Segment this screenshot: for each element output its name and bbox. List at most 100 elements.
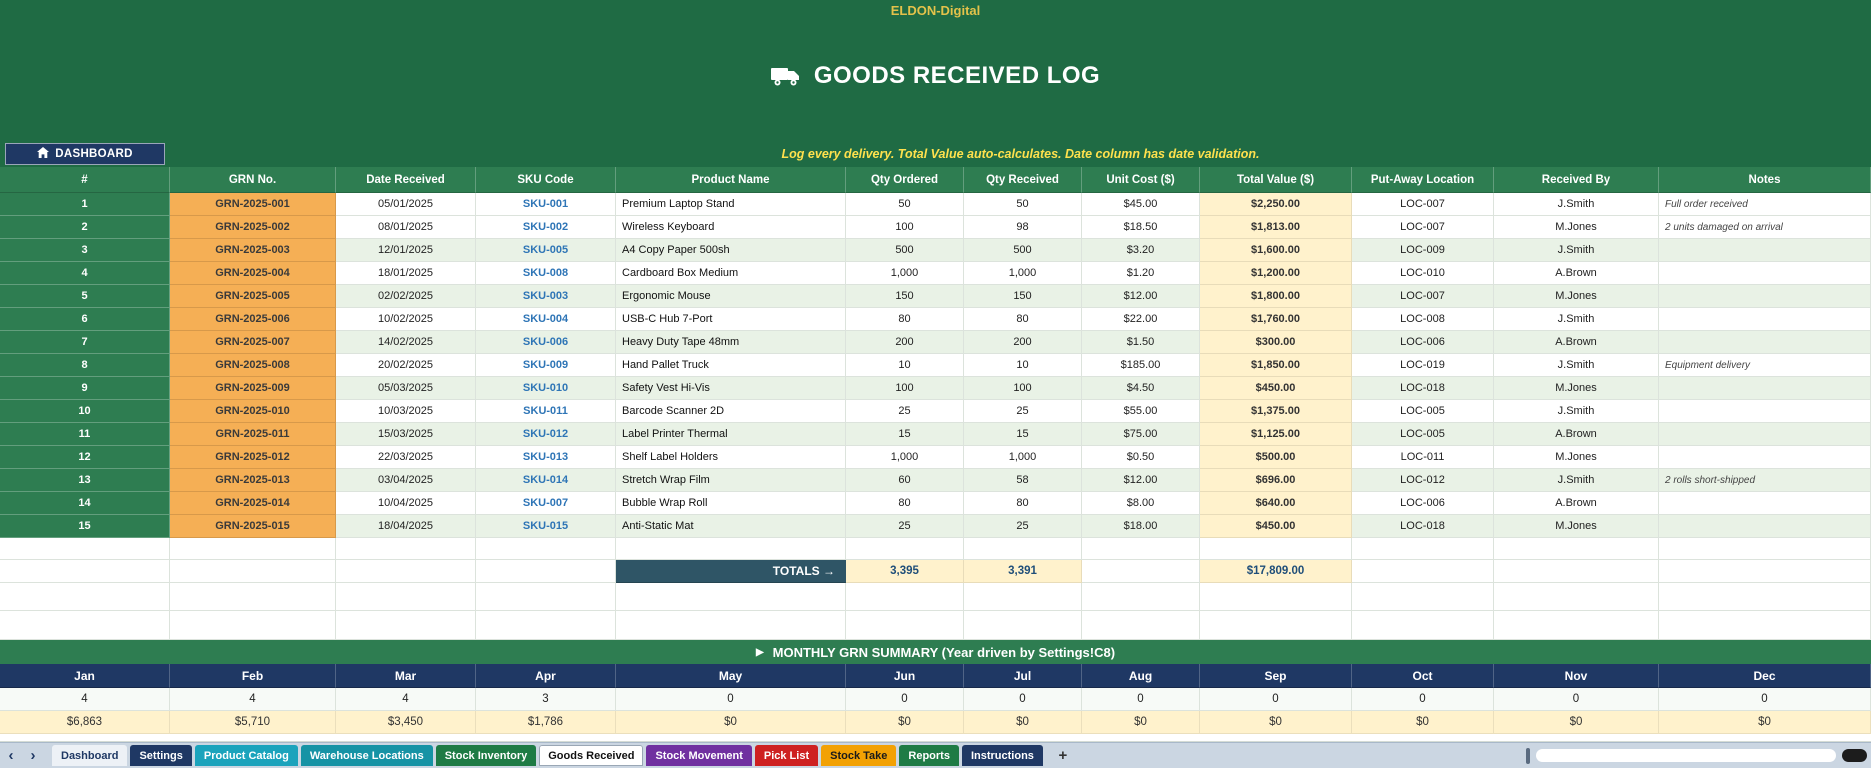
cell-qty_received[interactable]: 500 — [964, 239, 1082, 262]
month-value-cell[interactable]: $0 — [616, 711, 846, 734]
cell-qty_received[interactable]: 200 — [964, 331, 1082, 354]
cell-qty_received[interactable]: 10 — [964, 354, 1082, 377]
month-count-cell[interactable]: 0 — [1200, 688, 1352, 711]
cell-sku[interactable]: SKU-001 — [476, 193, 616, 216]
cell-qty_ordered[interactable]: 25 — [846, 515, 964, 538]
cell-unit_cost[interactable]: $4.50 — [1082, 377, 1200, 400]
cell-date[interactable]: 05/01/2025 — [336, 193, 476, 216]
cell-location[interactable]: LOC-011 — [1352, 446, 1494, 469]
cell-unit_cost[interactable]: $12.00 — [1082, 469, 1200, 492]
month-value-cell[interactable]: $6,863 — [0, 711, 170, 734]
cell-unit_cost[interactable]: $12.00 — [1082, 285, 1200, 308]
cell-grn[interactable]: GRN-2025-014 — [170, 492, 336, 515]
cell-unit_cost[interactable]: $185.00 — [1082, 354, 1200, 377]
cell-qty_ordered[interactable]: 100 — [846, 216, 964, 239]
cell-product[interactable]: Hand Pallet Truck — [616, 354, 846, 377]
cell-notes[interactable] — [1659, 331, 1871, 354]
cell-date[interactable]: 20/02/2025 — [336, 354, 476, 377]
cell-num[interactable]: 3 — [0, 239, 170, 262]
column-header-notes[interactable]: Notes — [1659, 167, 1871, 193]
month-value-cell[interactable]: $0 — [1494, 711, 1659, 734]
cell-grn[interactable]: GRN-2025-006 — [170, 308, 336, 331]
cell-grn[interactable]: GRN-2025-003 — [170, 239, 336, 262]
cell-qty_received[interactable]: 150 — [964, 285, 1082, 308]
cell-received_by[interactable]: M.Jones — [1494, 285, 1659, 308]
month-count-cell[interactable]: 0 — [964, 688, 1082, 711]
cell-product[interactable]: Wireless Keyboard — [616, 216, 846, 239]
month-count-cell[interactable]: 0 — [1494, 688, 1659, 711]
cell-unit_cost[interactable]: $8.00 — [1082, 492, 1200, 515]
month-header-cell[interactable]: Oct — [1352, 664, 1494, 688]
month-value-cell[interactable]: $0 — [1082, 711, 1200, 734]
cell-total_value[interactable]: $2,250.00 — [1200, 193, 1352, 216]
cell-unit_cost[interactable]: $3.20 — [1082, 239, 1200, 262]
cell-unit_cost[interactable]: $18.50 — [1082, 216, 1200, 239]
cell-sku[interactable]: SKU-006 — [476, 331, 616, 354]
column-header-sku-code[interactable]: SKU Code — [476, 167, 616, 193]
cell-total_value[interactable]: $1,813.00 — [1200, 216, 1352, 239]
tab-scroll-right-icon[interactable]: › — [30, 746, 36, 764]
month-header-cell[interactable]: Jan — [0, 664, 170, 688]
cell-qty_received[interactable]: 100 — [964, 377, 1082, 400]
cell-unit_cost[interactable]: $0.50 — [1082, 446, 1200, 469]
cell-location[interactable]: LOC-007 — [1352, 216, 1494, 239]
month-count-cell[interactable]: 3 — [476, 688, 616, 711]
sheet-tab-goods-received[interactable]: Goods Received — [539, 745, 644, 766]
month-value-cell[interactable]: $0 — [1659, 711, 1871, 734]
column-header-put-away-location[interactable]: Put-Away Location — [1352, 167, 1494, 193]
sheet-tab-stock-take[interactable]: Stock Take — [821, 745, 897, 766]
cell-unit_cost[interactable]: $55.00 — [1082, 400, 1200, 423]
cell-grn[interactable]: GRN-2025-001 — [170, 193, 336, 216]
cell-qty_ordered[interactable]: 10 — [846, 354, 964, 377]
cell-notes[interactable] — [1659, 423, 1871, 446]
totals-qty-ordered[interactable]: 3,395 — [846, 560, 964, 583]
sheet-tab-reports[interactable]: Reports — [899, 745, 959, 766]
cell-sku[interactable]: SKU-011 — [476, 400, 616, 423]
cell-qty_received[interactable]: 80 — [964, 492, 1082, 515]
cell-sku[interactable]: SKU-014 — [476, 469, 616, 492]
cell-sku[interactable]: SKU-003 — [476, 285, 616, 308]
cell-num[interactable]: 13 — [0, 469, 170, 492]
cell-date[interactable]: 05/03/2025 — [336, 377, 476, 400]
cell-product[interactable]: Safety Vest Hi-Vis — [616, 377, 846, 400]
column-header-received-by[interactable]: Received By — [1494, 167, 1659, 193]
cell-location[interactable]: LOC-007 — [1352, 285, 1494, 308]
cell-grn[interactable]: GRN-2025-010 — [170, 400, 336, 423]
month-header-cell[interactable]: May — [616, 664, 846, 688]
cell-date[interactable]: 14/02/2025 — [336, 331, 476, 354]
cell-notes[interactable] — [1659, 377, 1871, 400]
cell-qty_received[interactable]: 80 — [964, 308, 1082, 331]
cell-product[interactable]: Stretch Wrap Film — [616, 469, 846, 492]
cell-location[interactable]: LOC-019 — [1352, 354, 1494, 377]
cell-received_by[interactable]: J.Smith — [1494, 308, 1659, 331]
month-count-cell[interactable]: 0 — [1352, 688, 1494, 711]
cell-qty_ordered[interactable]: 1,000 — [846, 262, 964, 285]
cell-received_by[interactable]: M.Jones — [1494, 377, 1659, 400]
horizontal-scrollbar-track[interactable] — [1536, 749, 1836, 762]
cell-received_by[interactable]: M.Jones — [1494, 216, 1659, 239]
cell-sku[interactable]: SKU-007 — [476, 492, 616, 515]
month-count-cell[interactable]: 0 — [846, 688, 964, 711]
cell-unit_cost[interactable]: $1.20 — [1082, 262, 1200, 285]
cell-product[interactable]: Cardboard Box Medium — [616, 262, 846, 285]
cell-date[interactable]: 10/04/2025 — [336, 492, 476, 515]
cell-location[interactable]: LOC-018 — [1352, 515, 1494, 538]
cell-qty_received[interactable]: 58 — [964, 469, 1082, 492]
cell-num[interactable]: 4 — [0, 262, 170, 285]
cell-notes[interactable]: Equipment delivery — [1659, 354, 1871, 377]
add-sheet-button[interactable]: + — [1058, 747, 1068, 764]
month-header-cell[interactable]: Sep — [1200, 664, 1352, 688]
cell-qty_received[interactable]: 50 — [964, 193, 1082, 216]
month-header-cell[interactable]: Aug — [1082, 664, 1200, 688]
cell-total_value[interactable]: $450.00 — [1200, 515, 1352, 538]
month-value-cell[interactable]: $3,450 — [336, 711, 476, 734]
column-header-qty-ordered[interactable]: Qty Ordered — [846, 167, 964, 193]
column-header-unit-cost[interactable]: Unit Cost ($) — [1082, 167, 1200, 193]
cell-location[interactable]: LOC-010 — [1352, 262, 1494, 285]
cell-received_by[interactable]: A.Brown — [1494, 331, 1659, 354]
cell-sku[interactable]: SKU-015 — [476, 515, 616, 538]
cell-num[interactable]: 6 — [0, 308, 170, 331]
month-value-cell[interactable]: $0 — [846, 711, 964, 734]
cell-location[interactable]: LOC-012 — [1352, 469, 1494, 492]
cell-total_value[interactable]: $1,375.00 — [1200, 400, 1352, 423]
